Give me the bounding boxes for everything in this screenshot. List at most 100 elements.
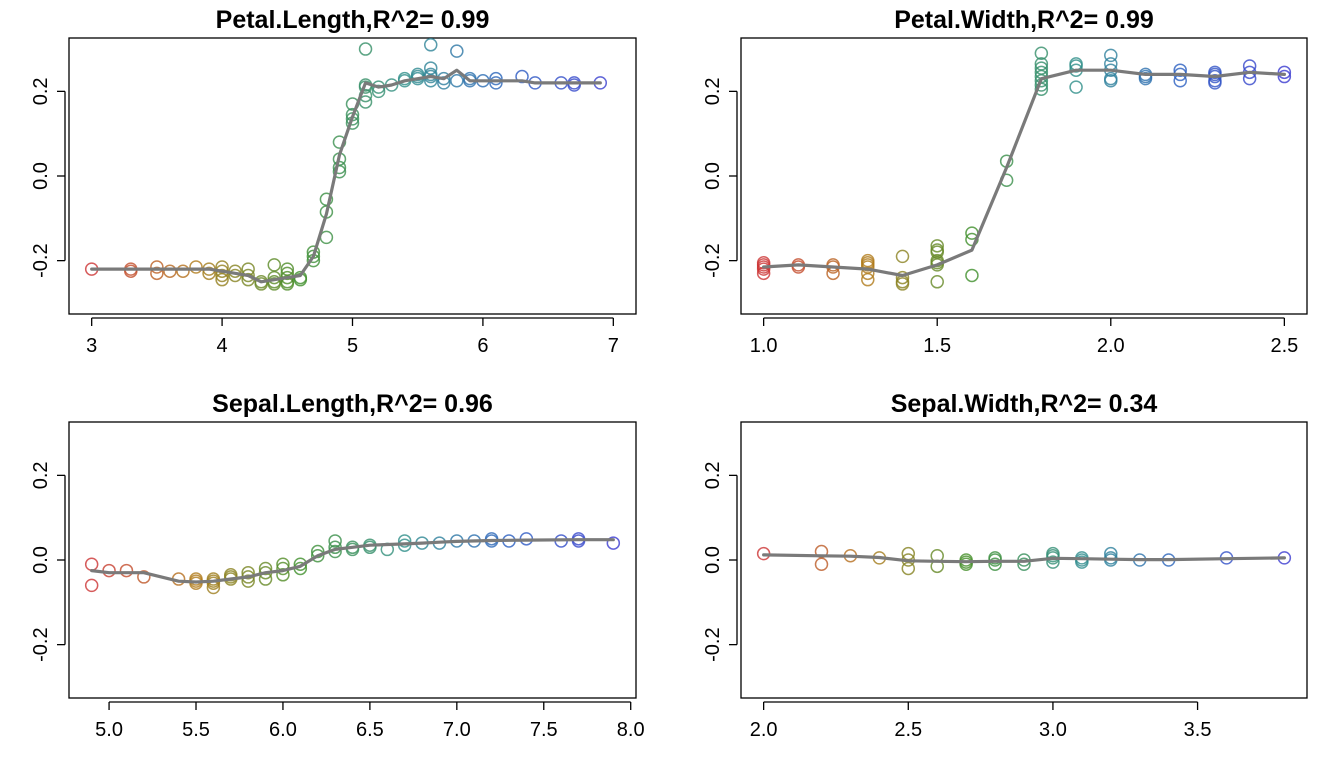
data-point — [397, 534, 412, 548]
data-point — [215, 272, 229, 287]
data-point — [1138, 71, 1153, 86]
data-point — [895, 270, 910, 285]
data-point — [1069, 80, 1083, 94]
data-point — [567, 78, 581, 92]
data-point — [267, 277, 282, 291]
data-point — [1034, 82, 1049, 96]
x-tick-label: 5.0 — [95, 719, 123, 741]
y-tick-label: 0.0 — [702, 162, 724, 190]
data-point — [988, 557, 1002, 571]
plot-frame — [740, 421, 1308, 699]
data-point — [489, 71, 503, 86]
x-tick-label: 6.5 — [356, 719, 384, 741]
x-tick-label: 3.5 — [1184, 719, 1212, 741]
data-point — [328, 534, 342, 548]
x-tick-label: 6.0 — [269, 719, 297, 741]
x-tick-label: 8.0 — [617, 719, 645, 741]
y-tick-label: 0.2 — [30, 461, 52, 489]
fit-line — [90, 538, 615, 584]
data-point — [84, 557, 99, 571]
data-point — [215, 268, 229, 283]
data-point — [276, 568, 290, 582]
chart-title: Sepal.Width,R^2= 0.34 — [891, 390, 1158, 418]
x-tick-label: 7 — [608, 335, 619, 357]
data-point — [1046, 555, 1060, 569]
data-point — [254, 277, 268, 291]
panel-3: Sepal.Length,R^2= 0.96 5.0 5.5 6.0 6.5 7.0 7.5… — [30, 390, 645, 741]
data-point — [119, 563, 134, 578]
data-point — [895, 249, 910, 264]
x-tick-label: 2.5 — [1270, 335, 1298, 357]
data-point — [861, 266, 875, 281]
data-point — [241, 565, 255, 580]
y-tick-label: 0.2 — [702, 461, 724, 489]
y-tick-label: 0.0 — [702, 546, 724, 574]
data-point — [791, 260, 806, 274]
data-point — [930, 239, 944, 253]
data-point — [176, 264, 190, 278]
x-tick-label: 5.5 — [182, 719, 210, 741]
data-point — [1104, 48, 1118, 63]
data-point — [606, 536, 621, 550]
x-tick-label: 5 — [347, 335, 358, 357]
chart-title: Sepal.Length,R^2= 0.96 — [212, 390, 493, 418]
data-point — [358, 42, 373, 56]
x-tick-label: 7.5 — [530, 719, 558, 741]
chart-title: Petal.Width,R^2= 0.99 — [894, 6, 1154, 34]
plot-frame — [68, 37, 637, 315]
y-tick-label: -0.2 — [30, 243, 52, 277]
data-point — [310, 549, 325, 563]
data-point — [1017, 557, 1031, 571]
x-tick-label: 7.0 — [443, 719, 471, 741]
data-point — [814, 557, 829, 571]
data-point — [895, 277, 910, 291]
data-point — [515, 69, 529, 84]
y-tick-label: 0.0 — [30, 162, 52, 190]
panel-2: Petal.Width,R^2= 0.99 1.0 1.5 2.0 2.5 -0.2 0.0… — [702, 6, 1308, 357]
data-point — [241, 574, 255, 588]
data-point — [258, 561, 273, 576]
panel-4: Sepal.Width,R^2= 0.34 2.0 2.5 3.0 3.5 -0.2 0.0… — [702, 390, 1308, 741]
fit-line — [762, 68, 1286, 278]
data-point — [1034, 46, 1049, 61]
data-point — [930, 275, 944, 289]
data-point — [1069, 59, 1083, 73]
data-point — [959, 557, 973, 571]
y-tick-label: 0.2 — [30, 77, 52, 105]
data-point — [489, 76, 503, 90]
data-point — [124, 264, 138, 278]
data-point — [930, 258, 944, 272]
x-tick-label: 2.0 — [1097, 335, 1125, 357]
x-tick-label: 1.0 — [750, 335, 778, 357]
data-point — [150, 266, 164, 281]
data-point — [371, 84, 386, 99]
y-tick-label: 0.0 — [30, 546, 52, 574]
data-point — [450, 74, 464, 88]
chart-title: Petal.Length,R^2= 0.99 — [216, 6, 490, 34]
data-point — [202, 266, 216, 281]
data-point — [901, 561, 916, 576]
data-point — [358, 80, 373, 94]
x-tick-label: 2.5 — [894, 719, 922, 741]
data-point — [306, 249, 321, 264]
data-point — [206, 576, 221, 591]
data-point — [84, 578, 99, 593]
panel-1: Petal.Length,R^2= 0.99 3 4 5 6 7 -0.2 0.0 0.2 — [30, 6, 637, 357]
data-point — [1277, 65, 1292, 80]
x-tick-label: 6 — [477, 335, 488, 357]
fit-line — [762, 553, 1286, 564]
data-point — [1104, 74, 1118, 88]
y-tick-label: 0.2 — [702, 77, 724, 105]
data-point — [423, 38, 438, 52]
data-point — [965, 268, 979, 283]
x-tick-label: 3.0 — [1039, 719, 1067, 741]
y-tick-label: -0.2 — [702, 627, 724, 661]
data-point — [150, 260, 164, 274]
x-tick-label: 3 — [86, 335, 97, 357]
data-point — [137, 570, 151, 584]
y-tick-label: -0.2 — [702, 243, 724, 277]
x-tick-label: 4 — [217, 335, 228, 357]
data-point — [319, 230, 334, 245]
data-point — [423, 74, 438, 88]
